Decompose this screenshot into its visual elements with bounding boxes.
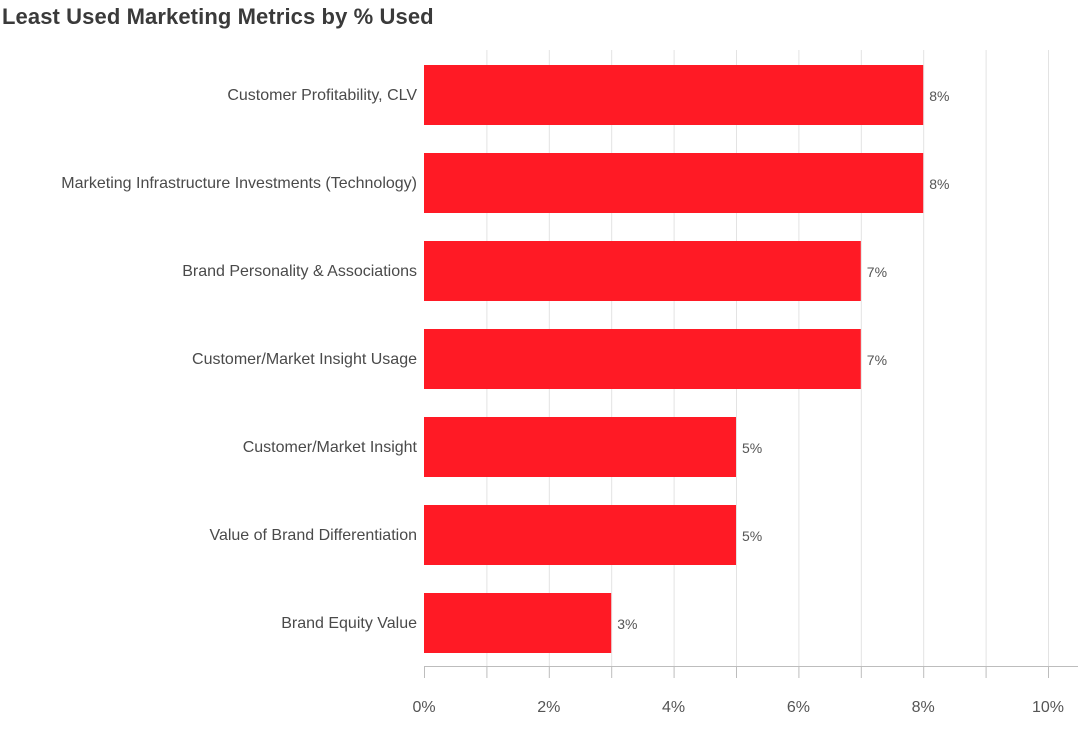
bar: [424, 505, 736, 565]
data-label: 7%: [867, 352, 887, 368]
data-label: 8%: [929, 176, 949, 192]
category-label: Brand Equity Value: [281, 615, 417, 632]
x-tick-label: 8%: [912, 699, 935, 716]
x-tick-label: 6%: [787, 699, 810, 716]
bar: [424, 417, 736, 477]
category-label: Value of Brand Differentiation: [209, 527, 417, 544]
category-label: Customer/Market Insight: [243, 439, 418, 456]
category-label: Marketing Infrastructure Investments (Te…: [61, 175, 417, 192]
bars: [424, 65, 924, 653]
data-label: 5%: [742, 440, 762, 456]
bar: [424, 329, 861, 389]
data-label: 7%: [867, 264, 887, 280]
bar: [424, 241, 861, 301]
chart-title: Least Used Marketing Metrics by % Used: [2, 4, 434, 29]
bar: [424, 593, 612, 653]
x-tick-label: 2%: [537, 699, 560, 716]
category-labels: Customer Profitability, CLV Marketing Inf…: [61, 87, 417, 632]
x-tick-label: 0%: [412, 699, 435, 716]
x-axis: 0% 2% 4% 6% 8% 10%: [412, 666, 1078, 716]
category-label: Customer/Market Insight Usage: [192, 351, 417, 368]
bar: [424, 153, 924, 213]
data-label: 5%: [742, 528, 762, 544]
x-tick-label: 4%: [662, 699, 685, 716]
data-label: 3%: [617, 616, 637, 632]
bar: [424, 65, 924, 125]
value-labels: 8% 8% 7% 7% 5% 5% 3%: [617, 88, 949, 632]
x-tick-label: 10%: [1032, 699, 1064, 716]
category-label: Brand Personality & Associations: [182, 263, 417, 280]
category-label: Customer Profitability, CLV: [227, 87, 417, 104]
data-label: 8%: [929, 88, 949, 104]
